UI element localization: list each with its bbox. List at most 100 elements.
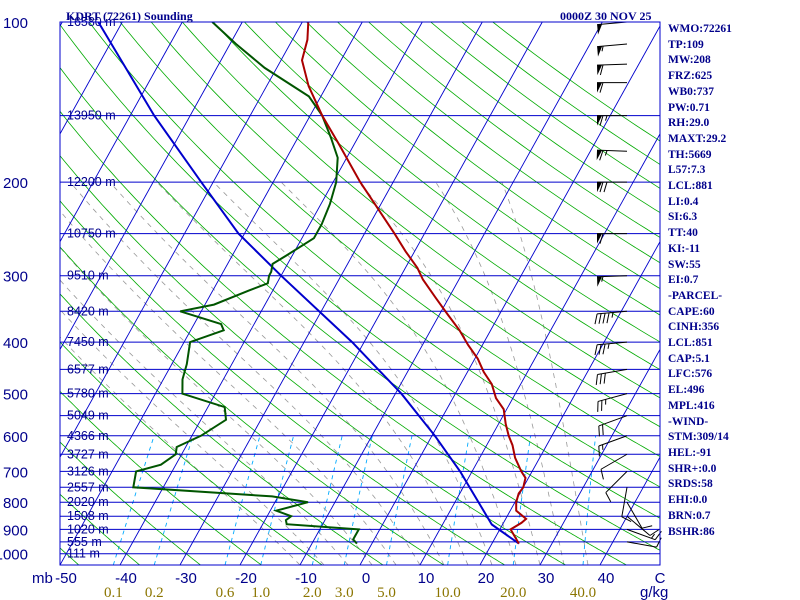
mixing-ratio-line bbox=[112, 435, 155, 565]
wind-barb-flag bbox=[602, 343, 606, 355]
index-item: EHI:0.0 bbox=[668, 494, 708, 507]
isotherm-line bbox=[60, 22, 243, 351]
index-item: SW:55 bbox=[668, 258, 701, 271]
dry-adiabat-line bbox=[150, 22, 660, 428]
pressure-unit-label: mb bbox=[32, 570, 53, 587]
index-item: LCL:881 bbox=[668, 180, 713, 193]
wind-barb-flag bbox=[602, 424, 604, 436]
mixing-ratio-label: 0.2 bbox=[145, 585, 164, 600]
wind-barb-flag bbox=[598, 344, 602, 355]
temperature-tick-label: 10 bbox=[418, 570, 435, 587]
wind-barb-flag bbox=[641, 525, 653, 529]
pressure-tick-label: 400 bbox=[3, 335, 28, 352]
wind-barb bbox=[621, 487, 632, 522]
dry-adiabat-line bbox=[60, 67, 660, 551]
index-item: PW:0.71 bbox=[668, 101, 710, 114]
temperature-tick-label: -10 bbox=[295, 570, 317, 587]
isotherm-line bbox=[60, 22, 63, 28]
isotherm-line bbox=[419, 132, 660, 565]
mixing-ratio-unit-label: g/kg bbox=[640, 584, 668, 600]
height-label: 5780 m bbox=[67, 387, 109, 401]
wind-barb-flag bbox=[599, 115, 604, 126]
wind-barb bbox=[626, 515, 659, 536]
mixing-ratio-line bbox=[512, 435, 532, 565]
index-item: -WIND- bbox=[668, 415, 709, 428]
mixing-ratio-line bbox=[447, 435, 470, 565]
indices-panel: WMO:72261 TP:109 MW:208 FRZ:625 WB0:737 PW:0.… bbox=[668, 22, 798, 540]
dry-adiabat-line bbox=[337, 22, 660, 264]
wind-barb-flag bbox=[621, 516, 632, 522]
moist-adiabat-line bbox=[60, 279, 349, 565]
wind-barb-staff bbox=[626, 515, 651, 536]
wind-barb-flag bbox=[598, 425, 600, 437]
height-label: 12200 m bbox=[67, 175, 116, 189]
dry-adiabat-line bbox=[60, 390, 262, 565]
mixing-ratio-label: 5.0 bbox=[377, 585, 396, 600]
temperature-tick-label: -30 bbox=[175, 570, 197, 587]
wind-barb bbox=[597, 63, 628, 76]
height-label: 3126 m bbox=[67, 464, 109, 478]
pressure-tick-label: 1000 bbox=[0, 547, 28, 564]
wind-pennant bbox=[596, 150, 603, 161]
wind-pennant bbox=[597, 82, 602, 93]
index-item: TT:40 bbox=[668, 227, 698, 240]
dry-adiabat-line bbox=[60, 200, 505, 565]
height-label: 9510 m bbox=[67, 269, 109, 283]
mixing-ratio-line bbox=[386, 435, 413, 565]
dry-adiabat-line bbox=[88, 22, 660, 488]
wind-barb-half bbox=[604, 150, 608, 156]
wind-barb-staff bbox=[597, 393, 628, 402]
dry-adiabat-line bbox=[275, 22, 660, 316]
wind-barb-flag bbox=[599, 64, 604, 76]
mixing-ratio-label: 20.0 bbox=[500, 585, 526, 600]
profiles bbox=[97, 22, 528, 545]
pressure-tick-label: 100 bbox=[3, 15, 28, 32]
height-label: 8420 m bbox=[67, 304, 109, 318]
wind-barb bbox=[626, 501, 653, 529]
wind-barb-flag bbox=[599, 181, 604, 193]
index-item: SHR+:0.0 bbox=[668, 462, 717, 475]
mixing-ratio-line bbox=[582, 435, 597, 565]
temperature-tick-label: -40 bbox=[115, 570, 137, 587]
index-item: EI:0.7 bbox=[668, 274, 699, 287]
wind-barb bbox=[597, 115, 627, 126]
wind-barb-staff bbox=[598, 415, 628, 427]
wind-barb bbox=[597, 233, 627, 244]
isotherm-line bbox=[60, 22, 123, 135]
index-item: BSHR:86 bbox=[668, 525, 715, 538]
wind-pennant bbox=[597, 276, 603, 287]
isotherm-line bbox=[539, 348, 660, 565]
dry-adiabat-line bbox=[60, 441, 201, 565]
wind-barb-flag bbox=[599, 373, 602, 385]
moist-adiabat-line bbox=[109, 181, 445, 565]
index-item: STM:309/14 bbox=[668, 431, 729, 444]
wind-barb bbox=[598, 415, 628, 437]
isotherms bbox=[60, 22, 660, 565]
index-item: L57:7.3 bbox=[668, 164, 706, 177]
wind-pennant bbox=[597, 64, 603, 76]
height-label: 555 m bbox=[67, 535, 102, 549]
wind-barb-staff bbox=[597, 43, 628, 48]
wind-barb-staff bbox=[597, 275, 628, 278]
moist-adiabat-line bbox=[435, 181, 565, 565]
index-item: LFC:576 bbox=[668, 368, 713, 381]
wind-barb-half bbox=[611, 312, 614, 318]
mixing-ratio-line bbox=[311, 435, 343, 565]
temperature-trace bbox=[300, 22, 528, 545]
moist-adiabat-line bbox=[358, 181, 541, 565]
isotherm-line bbox=[479, 240, 660, 565]
index-item: WMO:72261 bbox=[668, 23, 732, 35]
height-label: 2020 m bbox=[67, 495, 109, 509]
wind-barb bbox=[597, 82, 627, 93]
dry-adiabat-line bbox=[306, 22, 660, 290]
moist-adiabats bbox=[60, 181, 589, 565]
wind-barb-staff bbox=[597, 341, 628, 346]
index-item: RH:29.0 bbox=[668, 117, 710, 130]
moist-adiabat-line bbox=[60, 309, 325, 565]
wind-barb-staff bbox=[605, 471, 628, 493]
dry-adiabat-line bbox=[60, 155, 566, 565]
mixing-ratio-label: 0.6 bbox=[216, 585, 235, 600]
wind-barb-flag bbox=[606, 312, 610, 324]
wind-barb-flag bbox=[649, 529, 659, 536]
